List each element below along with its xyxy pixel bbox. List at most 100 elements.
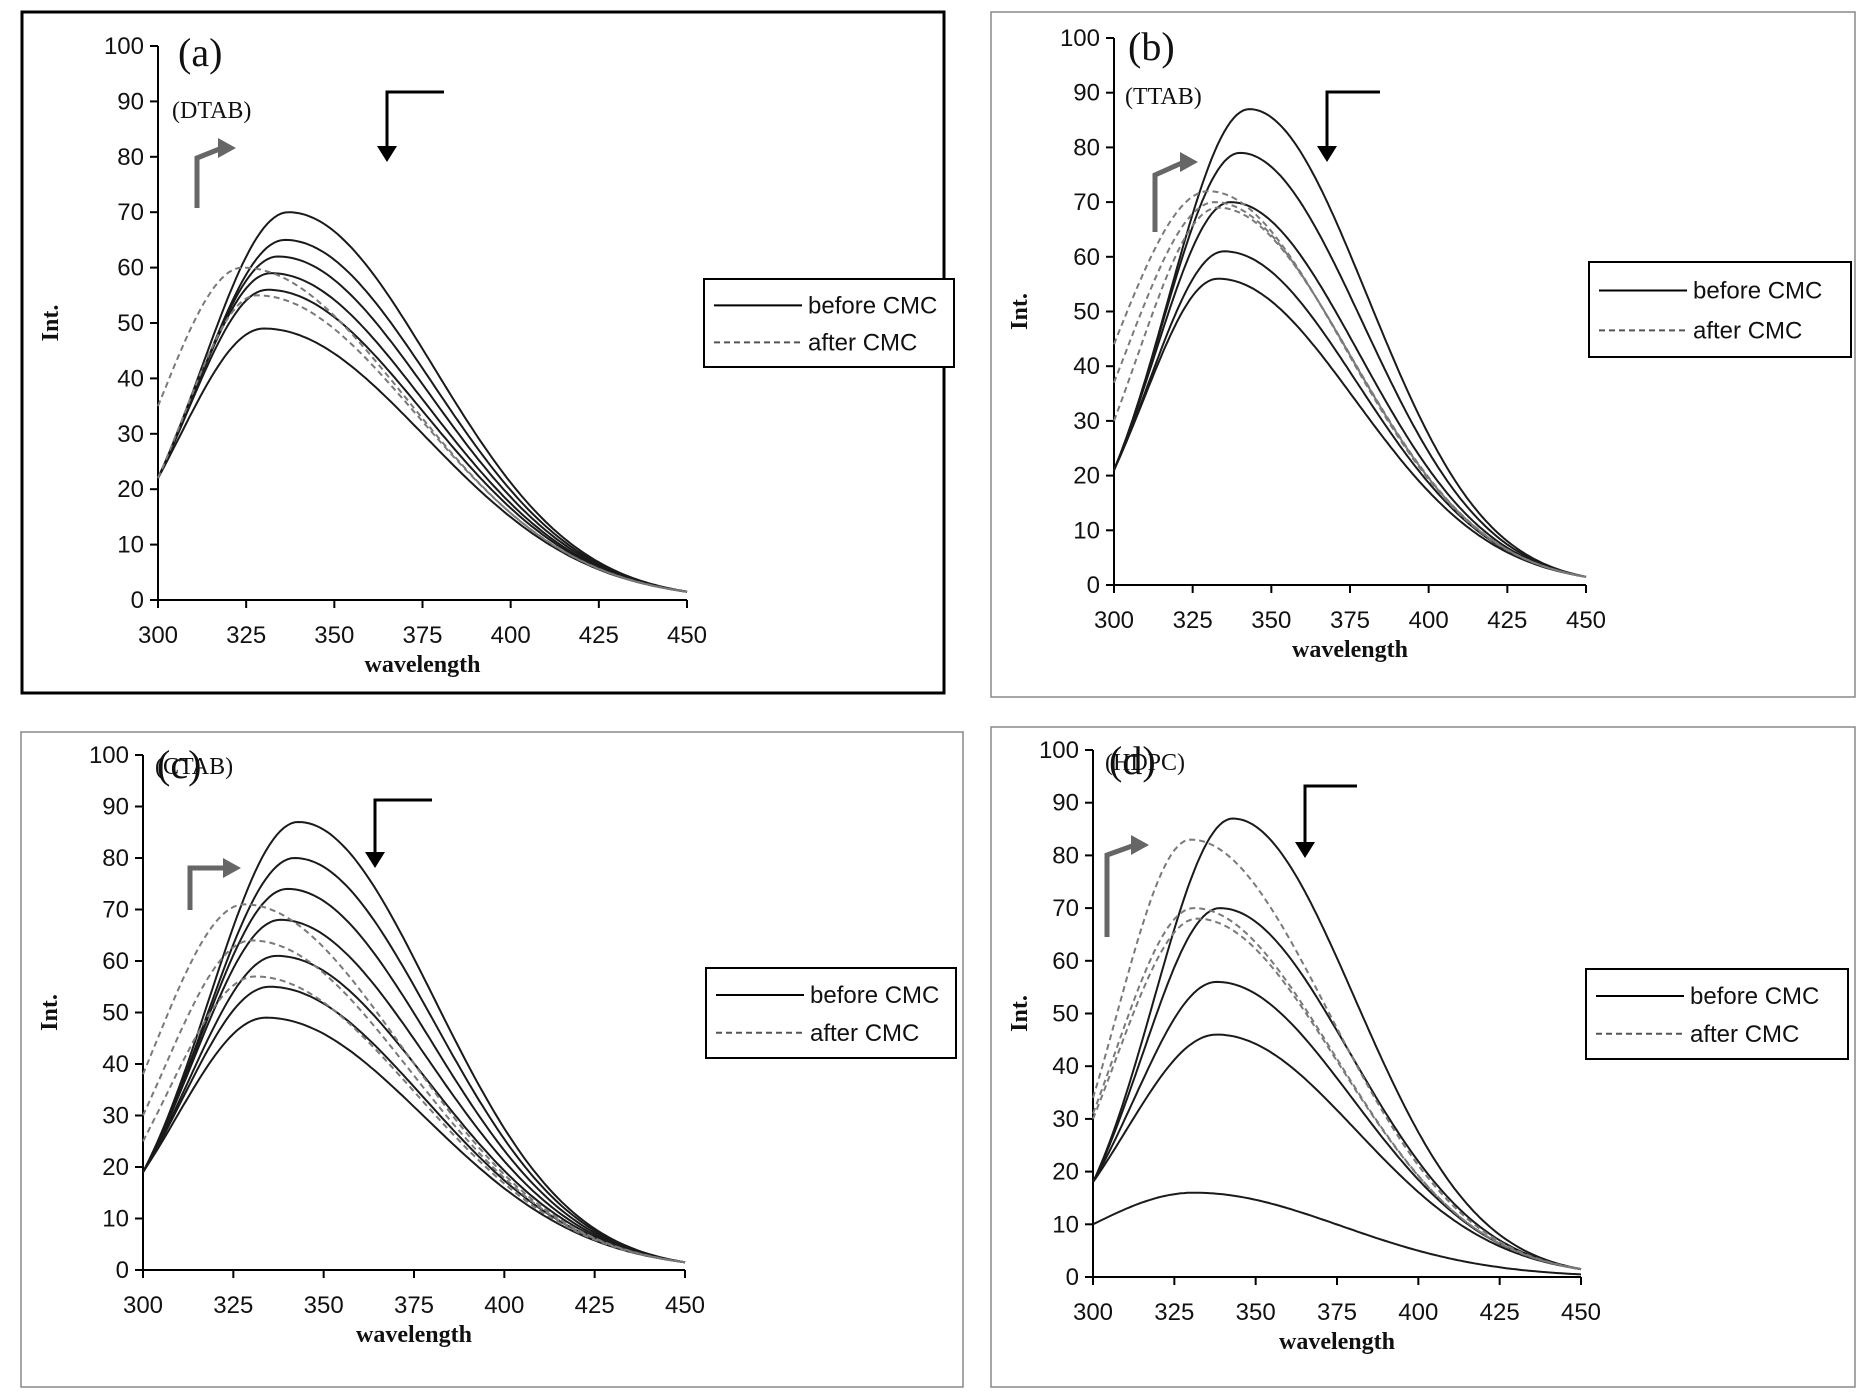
series-line-before-cmc	[142, 918, 686, 1264]
series-line-before-cmc	[1113, 277, 1587, 578]
x-tick-label: 325	[1154, 1299, 1194, 1326]
panel-label: (c)	[157, 742, 201, 787]
legend-label-after: after CMC	[810, 1020, 919, 1047]
legend-label-before: before CMC	[808, 292, 937, 319]
y-tick-label: 90	[117, 88, 144, 115]
series-line-after-cmc	[1092, 838, 1582, 1271]
series-line-before-cmc	[1113, 201, 1587, 578]
x-tick-label: 375	[402, 622, 442, 649]
y-tick-label: 60	[1052, 948, 1079, 975]
legend-box	[1588, 261, 1852, 358]
series-line-before-cmc	[1113, 151, 1587, 578]
surfactant-label: (HDPC)	[1105, 750, 1185, 776]
x-tick-label: 375	[1330, 607, 1370, 634]
chart-panel-d: 0 10 20 30 40 50 60 70 80 90 100 300 325 350 375 400 425…	[990, 726, 1856, 1388]
x-tick-label: 400	[1409, 607, 1449, 634]
y-axis-title: Int.	[1007, 995, 1033, 1032]
y-tick-label: 20	[117, 476, 144, 503]
panel-label: (b)	[1128, 24, 1175, 69]
y-axis-title: Int.	[37, 994, 63, 1031]
y-tick-label: 50	[117, 310, 144, 337]
panel-label: (a)	[178, 30, 222, 75]
series-line-after-cmc	[157, 266, 688, 593]
decrease-arrow-down-icon	[1325, 90, 1380, 148]
y-tick-label: 50	[102, 1000, 129, 1027]
series-line-before-cmc	[157, 255, 688, 593]
series-line-before-cmc	[157, 238, 688, 593]
series-line-before-cmc	[157, 211, 688, 593]
legend-box	[703, 278, 955, 368]
series-line-before-cmc	[1092, 1191, 1582, 1276]
y-tick-label: 30	[1073, 408, 1100, 435]
y-tick-label: 30	[1052, 1106, 1079, 1133]
y-tick-label: 10	[117, 532, 144, 559]
y-tick-label: 70	[102, 897, 129, 924]
x-axis-title: wavelength	[1279, 1329, 1395, 1355]
shift-arrowhead-icon	[1180, 152, 1198, 172]
y-tick-label: 20	[1052, 1159, 1079, 1186]
y-tick-label: 40	[1052, 1053, 1079, 1080]
y-tick-label: 30	[102, 1103, 129, 1130]
y-tick-label: 100	[104, 33, 144, 60]
series-line-after-cmc	[1092, 907, 1582, 1271]
y-tick-label: 60	[117, 255, 144, 282]
legend-label-before: before CMC	[810, 982, 939, 1009]
legend: before CMC after CMC	[1588, 261, 1852, 358]
shift-arrow-up-icon	[1152, 159, 1186, 232]
chart-panel-c: 0 10 20 30 40 50 60 70 80 90 100 300 325 350 375 400 425…	[20, 731, 964, 1388]
y-tick-label: 30	[117, 421, 144, 448]
series-line-before-cmc	[1113, 108, 1587, 578]
y-tick-label: 90	[1073, 80, 1100, 107]
surfactant-label: (CTAB)	[155, 754, 233, 780]
panel-frame	[990, 726, 1856, 1388]
x-tick-label: 450	[665, 1292, 705, 1319]
decrease-arrowhead-icon	[1295, 842, 1315, 858]
decrease-arrow-down-icon	[385, 90, 444, 148]
series-line-before-cmc	[142, 1016, 686, 1264]
series-line-before-cmc	[142, 820, 686, 1264]
x-axis-title: wavelength	[1292, 637, 1408, 663]
legend-label-after: after CMC	[808, 329, 917, 356]
series-line-before-cmc	[142, 887, 686, 1264]
shift-arrowhead-icon	[223, 858, 241, 878]
panel-frame	[20, 731, 964, 1388]
y-tick-label: 10	[1073, 517, 1100, 544]
series-line-before-cmc	[142, 954, 686, 1264]
y-tick-label: 0	[116, 1257, 129, 1284]
series-line-before-cmc	[1092, 1033, 1582, 1271]
x-tick-label: 300	[1073, 1299, 1113, 1326]
legend-label-before: before CMC	[1693, 278, 1822, 305]
x-tick-label: 425	[575, 1292, 615, 1319]
x-tick-label: 375	[394, 1292, 434, 1319]
surfactant-label: (DTAB)	[172, 98, 251, 124]
y-tick-label: 80	[117, 144, 144, 171]
legend-box	[1585, 968, 1849, 1060]
decrease-arrowhead-icon	[365, 852, 385, 868]
x-tick-label: 425	[1487, 607, 1527, 634]
series-line-before-cmc	[142, 985, 686, 1264]
x-tick-label: 400	[491, 622, 531, 649]
y-tick-label: 80	[102, 845, 129, 872]
y-tick-label: 80	[1052, 842, 1079, 869]
x-tick-label: 325	[226, 622, 266, 649]
y-tick-label: 100	[89, 742, 129, 769]
legend: before CMC after CMC	[1585, 968, 1849, 1060]
legend-label-after: after CMC	[1693, 317, 1802, 344]
y-tick-label: 0	[1066, 1264, 1079, 1291]
x-tick-label: 450	[1561, 1299, 1601, 1326]
series-line-after-cmc	[1113, 201, 1587, 578]
series-line-after-cmc	[1092, 917, 1582, 1271]
y-tick-label: 100	[1039, 737, 1079, 764]
series-line-after-cmc	[142, 903, 686, 1264]
x-tick-label: 325	[213, 1292, 253, 1319]
y-tick-label: 10	[102, 1206, 129, 1233]
x-tick-label: 350	[1236, 1299, 1276, 1326]
series-line-before-cmc	[157, 288, 688, 593]
y-tick-label: 70	[1073, 189, 1100, 216]
surfactant-label: (TTAB)	[1125, 84, 1202, 110]
x-tick-label: 375	[1317, 1299, 1357, 1326]
x-tick-label: 400	[1398, 1299, 1438, 1326]
x-tick-label: 325	[1173, 607, 1213, 634]
shift-arrow-up-icon	[194, 145, 223, 208]
